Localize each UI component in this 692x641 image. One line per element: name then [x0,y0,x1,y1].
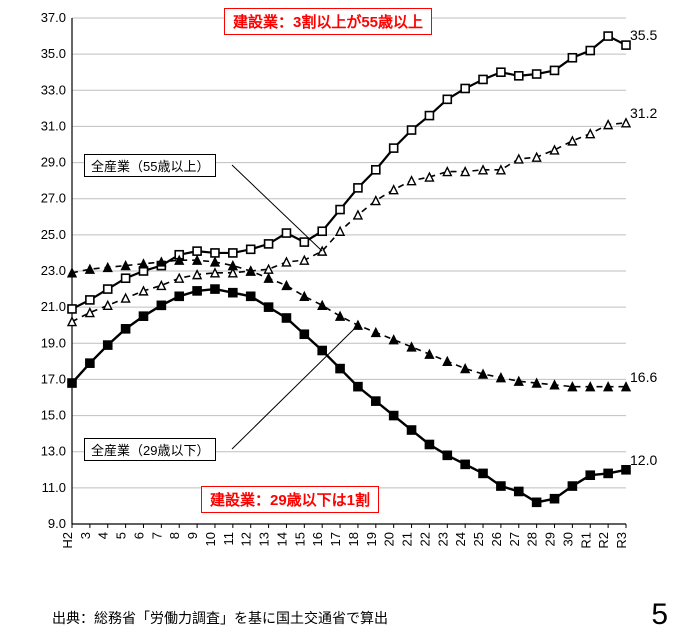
svg-text:R1: R1 [578,532,593,549]
label-all-29minus: 全産業（29歳以下） [84,438,216,461]
svg-text:16: 16 [310,532,325,546]
chart-container: 9.0 11.0 13.0 15.0 17.0 19.0 21.0 23.0 25.0 27.0 2… [30,6,674,562]
svg-text:26: 26 [489,532,504,546]
svg-text:35.0: 35.0 [41,46,66,61]
svg-text:19: 19 [364,532,379,546]
svg-text:18: 18 [346,532,361,546]
svg-text:13: 13 [257,532,272,546]
svg-text:8: 8 [167,532,182,539]
page-number: 5 [651,598,668,632]
svg-text:21: 21 [400,532,415,546]
svg-text:25: 25 [471,532,486,546]
svg-text:17: 17 [328,532,343,546]
svg-text:9: 9 [185,532,200,539]
svg-text:7: 7 [149,532,164,539]
line-chart: 9.0 11.0 13.0 15.0 17.0 19.0 21.0 23.0 25.0 27.0 2… [30,6,674,562]
svg-text:29: 29 [543,532,558,546]
svg-text:R2: R2 [596,532,611,549]
svg-text:20: 20 [382,532,397,546]
svg-text:33.0: 33.0 [41,82,66,97]
svg-text:29.0: 29.0 [41,155,66,170]
svg-text:31.0: 31.0 [41,118,66,133]
svg-text:22: 22 [417,532,432,546]
svg-text:23.0: 23.0 [41,263,66,278]
end-label-construction-55plus: 35.5 [630,27,657,43]
svg-text:15: 15 [292,532,307,546]
svg-text:19.0: 19.0 [41,335,66,350]
label-all-55plus: 全産業（55歳以上） [84,154,216,177]
svg-text:11: 11 [221,532,236,546]
end-label-all-55plus: 31.2 [630,105,657,121]
svg-text:9.0: 9.0 [48,516,66,531]
svg-text:3: 3 [78,532,93,539]
svg-text:24: 24 [453,532,468,546]
end-label-all-29minus: 16.6 [630,369,657,385]
svg-text:10: 10 [203,532,218,546]
svg-text:5: 5 [114,532,129,539]
svg-text:15.0: 15.0 [41,408,66,423]
svg-text:14: 14 [274,532,289,546]
svg-text:27.0: 27.0 [41,191,66,206]
svg-text:R3: R3 [614,532,629,549]
svg-text:21.0: 21.0 [41,299,66,314]
callout-bottom: 建設業：29歳以下は1割 [201,486,379,513]
svg-text:17.0: 17.0 [41,371,66,386]
svg-text:6: 6 [131,532,146,539]
svg-text:30: 30 [560,532,575,546]
svg-text:37.0: 37.0 [41,10,66,25]
end-label-construction-29minus: 12.0 [630,452,657,468]
svg-text:4: 4 [96,532,111,539]
svg-text:28: 28 [525,532,540,546]
svg-text:27: 27 [507,532,522,546]
svg-text:H2: H2 [60,532,75,549]
svg-text:11.0: 11.0 [42,480,66,495]
svg-text:13.0: 13.0 [41,444,66,459]
svg-text:12: 12 [239,532,254,546]
svg-text:23: 23 [435,532,450,546]
callout-top: 建設業：3割以上が55歳以上 [224,8,432,35]
source-text: 出典：総務省「労働力調査」を基に国土交通省で算出 [52,608,388,628]
svg-text:25.0: 25.0 [41,227,66,242]
